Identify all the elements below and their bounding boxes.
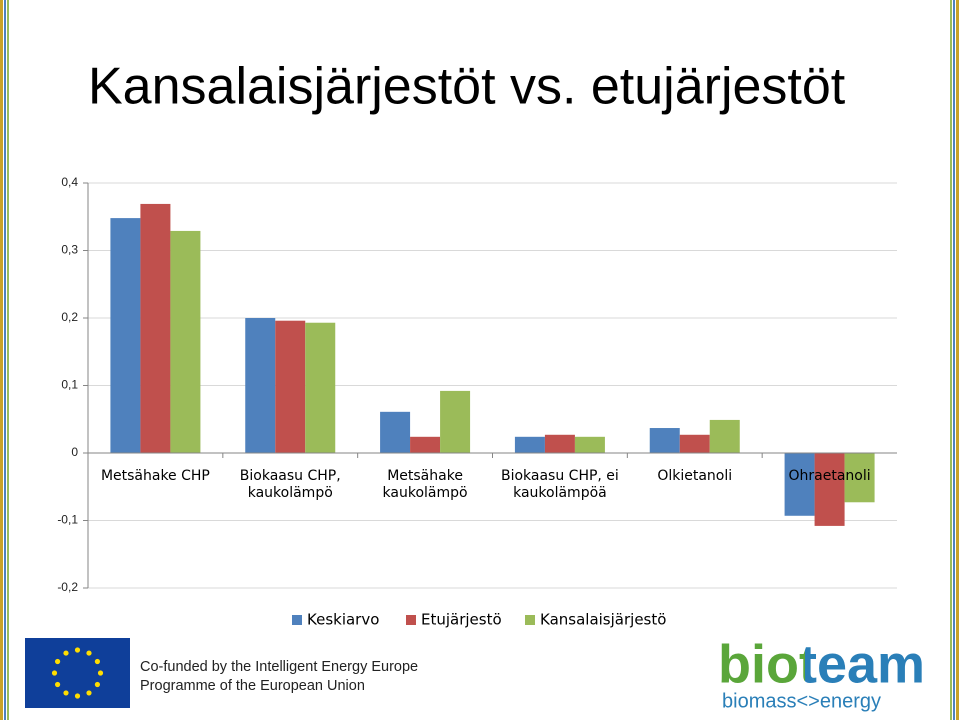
y-tick-label: 0,2	[61, 310, 78, 324]
eu-flag	[25, 638, 130, 708]
bar	[844, 453, 875, 503]
logo: bioteam	[718, 634, 925, 694]
bar	[814, 453, 845, 526]
y-tick-label: -0,1	[57, 513, 78, 527]
x-tick-label: Metsähake CHP	[100, 468, 210, 484]
x-tick-label: Biokaasu CHP, kaukolämpö	[239, 468, 341, 501]
y-tick-label: 0,4	[61, 175, 78, 189]
bar	[140, 203, 171, 453]
y-tick-label: 0,3	[61, 243, 78, 257]
legend-label: Keskiarvo	[307, 611, 379, 629]
bar	[440, 390, 471, 453]
bar	[245, 318, 276, 453]
legend-swatch	[292, 615, 302, 625]
bar	[649, 428, 680, 453]
legend-label: Kansalaisjärjestö	[540, 611, 666, 629]
bar	[380, 411, 411, 453]
star	[63, 650, 69, 656]
star	[94, 681, 101, 688]
star	[86, 650, 92, 656]
x-tick-label: Metsähake kaukolämpö	[382, 468, 468, 501]
star	[51, 670, 58, 676]
bar	[709, 419, 740, 453]
legend-swatch	[406, 615, 416, 625]
y-tick-label: 0,1	[61, 378, 78, 392]
x-tick-label: Olkietanoli	[657, 468, 733, 484]
star	[97, 670, 104, 676]
legend-label: Etujärjestö	[421, 611, 502, 629]
title: Kansalaisjärjestöt vs. etujärjestöt	[88, 58, 846, 116]
star	[54, 681, 61, 688]
bar	[574, 436, 605, 453]
bar	[784, 453, 815, 516]
bar	[410, 436, 441, 453]
logo-tagline: biomass<>energy	[722, 690, 881, 712]
bar	[275, 320, 306, 453]
bar	[305, 322, 336, 453]
bar	[679, 434, 710, 453]
funding-text: Programme of the European Union	[140, 678, 365, 694]
bar	[514, 436, 545, 453]
y-tick-label: 0	[71, 445, 78, 459]
star	[94, 658, 101, 665]
funding-text: Co-funded by the Intelligent Energy Euro…	[140, 659, 418, 675]
bar	[170, 230, 201, 453]
star	[74, 647, 81, 653]
x-tick-label: Ohraetanoli	[788, 468, 871, 484]
star	[86, 690, 92, 696]
legend-swatch	[525, 615, 535, 625]
bar	[544, 434, 575, 453]
star	[63, 690, 69, 696]
x-tick-label: Biokaasu CHP, ei kaukolämpöä	[500, 468, 619, 501]
y-tick-label: -0,2	[57, 580, 78, 594]
star	[54, 658, 61, 665]
bar	[110, 218, 141, 453]
star	[74, 693, 81, 699]
